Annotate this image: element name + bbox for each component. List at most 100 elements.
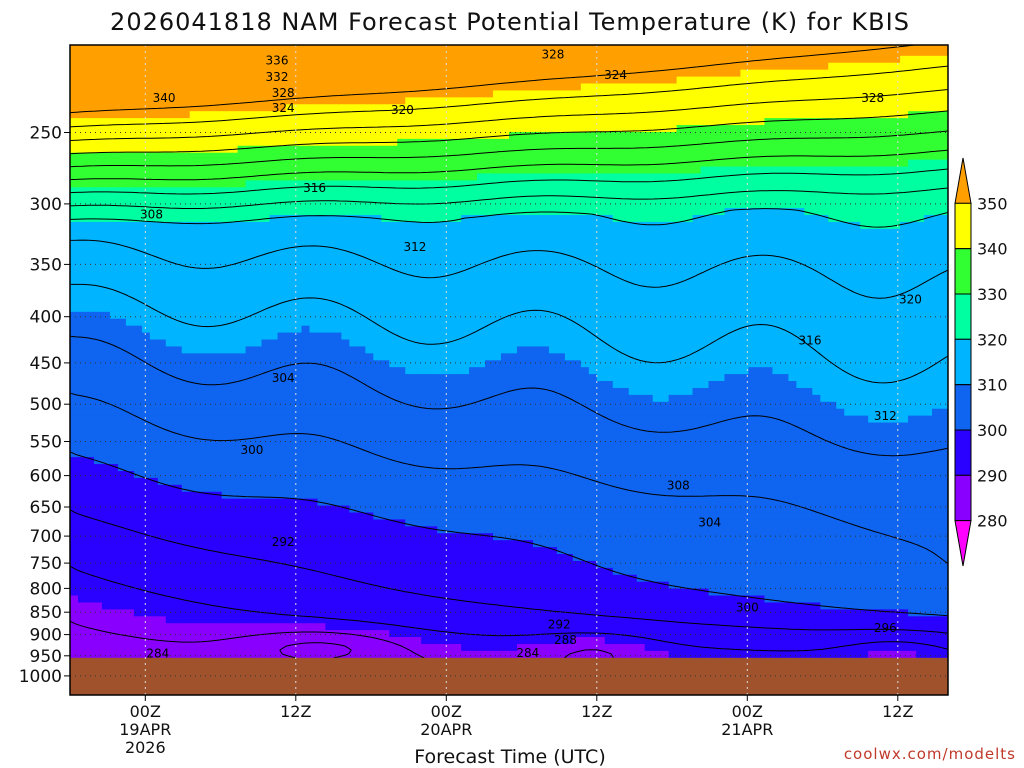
field-cell [804,221,813,230]
field-cell [461,187,470,195]
field-cell [908,201,917,209]
field-cell [421,201,430,209]
field-cell [493,55,502,64]
field-cell [772,249,781,258]
field-cell [277,201,287,209]
field-cell [732,138,742,147]
field-cell [604,55,614,64]
field-cell [780,291,789,299]
field-cell [509,339,518,348]
field-cell [189,208,199,216]
field-cell [173,45,183,50]
field-cell [868,263,877,271]
field-cell [564,97,574,105]
field-cell [580,298,590,306]
field-cell [620,201,630,209]
field-cell [804,318,813,327]
field-cell [700,180,710,188]
field-cell [884,145,893,154]
field-cell [93,83,103,92]
field-cell [429,346,438,354]
field-cell [932,304,941,313]
field-cell [405,277,414,285]
field-cell [349,208,358,216]
field-cell [860,194,869,202]
field-cell [285,270,295,278]
field-cell [684,111,694,119]
field-cell [532,235,542,244]
field-cell [245,249,255,258]
field-cell [820,138,829,147]
field-cell [485,325,494,334]
field-cell [117,228,127,237]
field-cell [405,180,414,188]
field-cell [181,332,191,341]
field-cell [788,48,797,57]
field-cell [213,145,223,154]
field-cell [908,194,917,202]
field-cell [301,263,311,271]
field-cell [732,125,742,133]
field-cell [285,221,295,230]
field-cell [788,62,797,71]
field-cell [165,291,175,299]
field-cell [836,173,845,181]
field-cell [636,284,646,292]
field-cell [732,311,742,320]
field-cell [253,228,263,237]
field-cell [237,201,247,209]
field-cell [844,249,853,258]
field-cell [429,55,438,64]
field-cell [884,277,893,285]
field-cell [884,69,893,78]
field-cell [293,145,303,154]
field-cell [405,201,414,209]
field-cell [516,45,526,50]
field-cell [828,76,837,85]
field-cell [301,69,311,78]
field-cell [245,346,255,354]
field-cell [237,256,247,265]
field-cell [437,45,446,50]
field-cell [940,55,948,64]
field-cell [932,263,941,271]
field-cell [676,48,686,57]
field-cell [181,256,191,265]
field-cell [796,159,805,168]
field-cell [509,277,518,285]
field-cell [924,83,933,92]
field-cell [301,131,311,140]
field-cell [325,311,334,320]
field-cell [684,45,694,50]
field-cell [788,138,797,147]
field-cell [493,304,502,313]
field-cell [357,242,366,251]
field-cell [221,325,231,334]
field-cell [341,187,350,195]
field-cell [684,325,694,334]
field-cell [133,131,143,140]
field-cell [580,270,590,278]
field-cell [764,208,773,216]
field-cell [349,125,358,133]
field-cell [844,298,853,306]
field-cell [916,270,925,278]
field-cell [676,125,686,133]
field-cell [660,304,670,313]
field-cell [493,173,502,181]
field-cell [93,304,103,313]
field-cell [796,111,805,119]
field-cell [540,111,550,119]
field-cell [772,62,781,71]
field-cell [892,270,901,278]
field-cell [516,221,526,230]
field-cell [309,332,319,341]
field-cell [764,118,773,126]
field-cell [604,256,614,265]
field-cell [437,125,446,133]
field-cell [644,125,654,133]
field-cell [189,339,199,348]
field-cell [916,173,925,181]
field-cell [660,69,670,78]
field-cell [604,242,614,251]
